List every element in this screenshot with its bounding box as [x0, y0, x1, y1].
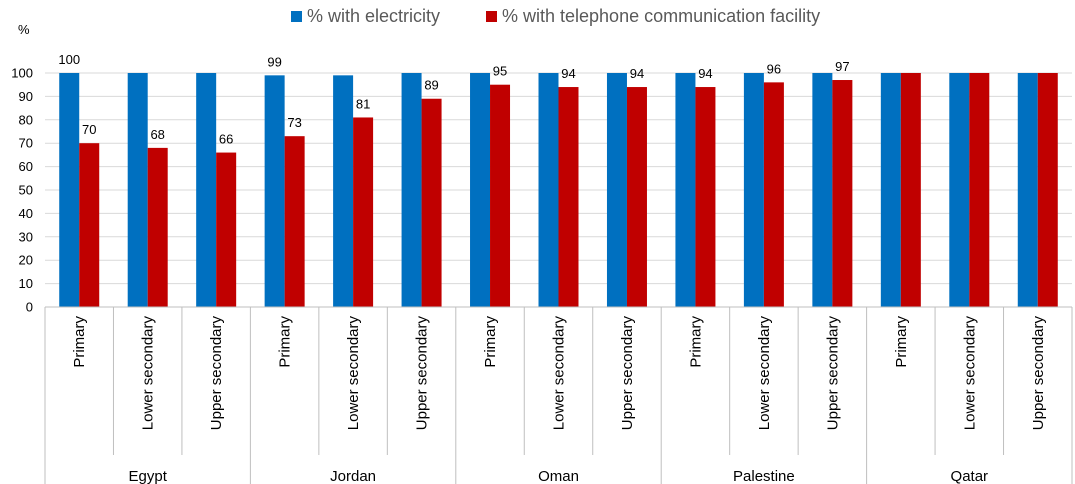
y-tick-label: 20	[19, 253, 33, 268]
data-label: 100	[58, 52, 80, 67]
y-tick-label: 90	[19, 89, 33, 104]
group-label: Jordan	[330, 468, 376, 484]
data-label: 66	[219, 132, 233, 147]
bar	[421, 98, 442, 308]
bar	[401, 73, 422, 307]
data-label: 73	[287, 115, 301, 130]
data-label: 97	[835, 59, 849, 74]
bar	[949, 73, 970, 307]
bar	[880, 73, 901, 307]
bar	[59, 73, 80, 307]
bar	[1037, 73, 1058, 307]
bar	[216, 152, 237, 307]
category-label: Upper secondary	[414, 316, 431, 431]
bar	[79, 143, 100, 307]
category-label: Primary	[71, 316, 88, 368]
data-label: 68	[150, 127, 164, 142]
data-label: 94	[561, 66, 575, 81]
y-tick-label: 10	[19, 276, 33, 291]
bar	[606, 73, 627, 307]
data-label: 96	[767, 61, 781, 76]
bar	[675, 73, 696, 307]
bar	[196, 73, 217, 307]
group-label: Palestine	[733, 468, 795, 484]
bar	[812, 73, 833, 307]
category-label: Primary	[482, 316, 499, 368]
bar	[127, 73, 148, 307]
data-label: 89	[424, 78, 438, 93]
y-tick-label: 50	[19, 183, 33, 198]
group-label: Egypt	[129, 468, 168, 484]
y-tick-label: 40	[19, 206, 33, 221]
bar	[147, 147, 168, 307]
legend-swatch-electricity	[291, 11, 302, 22]
legend-swatch-telephone	[486, 11, 497, 22]
bar	[832, 80, 853, 308]
y-unit-label: %	[18, 22, 30, 37]
bar	[900, 73, 921, 307]
data-label: 99	[267, 54, 281, 69]
legend-label-electricity: % with electricity	[307, 6, 440, 26]
data-label: 70	[82, 122, 96, 137]
y-tick-label: 60	[19, 159, 33, 174]
data-label: 81	[356, 96, 370, 111]
bar	[969, 73, 990, 307]
category-label: Lower secondary	[756, 316, 773, 431]
bar	[470, 73, 491, 307]
data-label: 94	[698, 66, 712, 81]
y-tick-label: 30	[19, 229, 33, 244]
data-label: 95	[493, 64, 507, 79]
bar	[490, 84, 511, 307]
category-label: Primary	[893, 316, 910, 368]
category-label: Lower secondary	[961, 316, 978, 431]
category-label: Upper secondary	[619, 316, 636, 431]
bar	[284, 136, 305, 307]
bar	[558, 87, 579, 307]
category-label: Lower secondary	[345, 316, 362, 431]
bar	[353, 117, 374, 308]
data-label: 94	[630, 66, 644, 81]
bar	[538, 73, 559, 307]
category-label: Primary	[687, 316, 704, 368]
bar	[695, 87, 716, 307]
legend-label-telephone: % with telephone communication facility	[502, 6, 820, 26]
bar	[626, 87, 647, 307]
bar	[264, 75, 285, 307]
category-label: Lower secondary	[140, 316, 157, 431]
group-label: Oman	[538, 468, 579, 484]
y-tick-label: 70	[19, 136, 33, 151]
category-label: Upper secondary	[208, 316, 225, 431]
bar	[763, 82, 784, 307]
category-label: Upper secondary	[824, 316, 841, 431]
category-label: Primary	[277, 316, 294, 368]
y-tick-label: 100	[11, 66, 33, 81]
bar	[743, 73, 764, 307]
group-label: Qatar	[951, 468, 989, 484]
bar	[333, 75, 354, 307]
y-tick-label: 80	[19, 112, 33, 127]
bar	[1017, 73, 1038, 307]
category-label: Lower secondary	[551, 316, 568, 431]
category-label: Upper secondary	[1030, 316, 1047, 431]
y-tick-label: 0	[26, 300, 33, 315]
